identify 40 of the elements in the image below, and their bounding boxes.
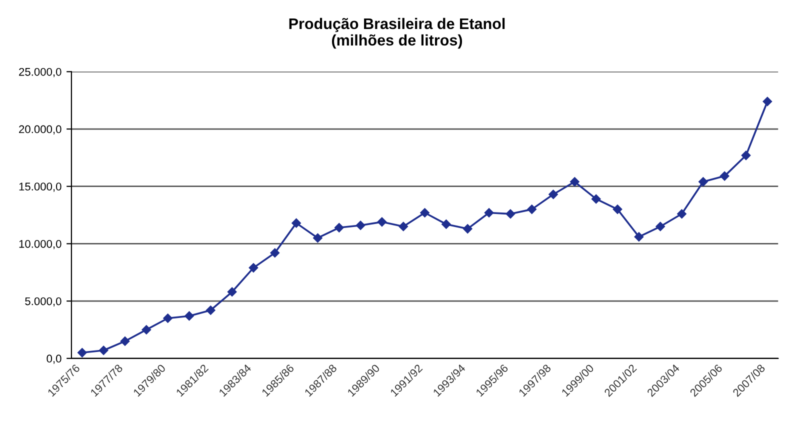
point [120,336,130,346]
point [292,218,301,228]
point [163,314,172,323]
point [698,177,708,186]
point [313,233,322,243]
point [98,346,108,355]
point [184,311,194,321]
point [227,287,237,297]
point [420,208,430,218]
point [142,325,152,334]
point [248,263,258,272]
y-tick-label: 10.000,0 [19,240,62,250]
point [356,220,366,230]
y-tick-label: 25.000,0 [19,68,62,78]
point [741,150,751,160]
point [462,224,472,234]
point [506,209,516,219]
point [334,223,344,232]
point [548,190,558,200]
point [78,348,87,358]
point [656,222,665,232]
y-tick-label: 15.000,0 [19,182,62,192]
y-tick-label: 20.000,0 [19,125,62,134]
point [398,222,408,232]
point [762,96,772,106]
point [720,171,730,181]
point [442,220,451,229]
y-tick-label: 5.000,0 [25,297,62,307]
point [484,208,494,218]
y-tick-label: 0,0 [46,354,62,364]
chart-title: Produção Brasileira de Etanol (milhões de litros) [289,18,505,49]
point [677,209,686,219]
point [634,232,644,242]
point [591,194,601,204]
point [206,306,216,315]
point [377,217,387,227]
point [570,177,580,186]
point [527,204,536,214]
point [612,204,622,214]
point [270,248,280,258]
